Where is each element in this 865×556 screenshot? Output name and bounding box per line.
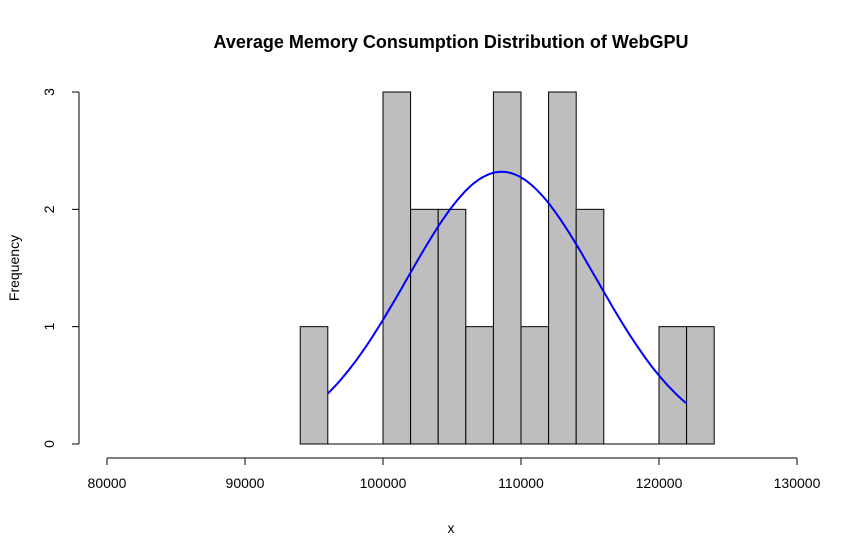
histogram-bar xyxy=(492,91,522,445)
chart-title: Average Memory Consumption Distribution … xyxy=(213,32,688,52)
y-axis: 0 1 2 3 xyxy=(41,88,80,448)
y-tick-label: 0 xyxy=(41,440,57,448)
histogram-bar xyxy=(382,91,412,445)
x-tick-label: 90000 xyxy=(226,475,265,491)
x-tick-label: 80000 xyxy=(88,475,127,491)
x-tick-label: 100000 xyxy=(360,475,407,491)
y-tick-label: 3 xyxy=(41,88,57,96)
x-axis-label: x xyxy=(448,520,455,536)
y-tick-label: 2 xyxy=(41,205,57,213)
x-tick-label: 120000 xyxy=(636,475,683,491)
y-axis-label: Frequency xyxy=(6,235,22,301)
y-tick-label: 1 xyxy=(41,323,57,331)
histogram-bar xyxy=(658,326,688,445)
histogram-bar xyxy=(686,326,715,445)
histogram-bar xyxy=(520,326,550,445)
density-curve xyxy=(327,170,688,405)
x-axis: 80000 90000 100000 110000 120000 130000 xyxy=(88,457,821,491)
histogram-bar xyxy=(410,208,439,445)
histogram-bar xyxy=(575,208,605,445)
histogram-bar xyxy=(548,91,577,445)
histogram-bar xyxy=(437,208,467,445)
x-tick-label: 130000 xyxy=(774,475,821,491)
histogram-bars xyxy=(299,91,715,445)
histogram-bar xyxy=(299,326,329,445)
x-tick-label: 110000 xyxy=(498,475,544,491)
histogram-bar xyxy=(465,326,494,445)
